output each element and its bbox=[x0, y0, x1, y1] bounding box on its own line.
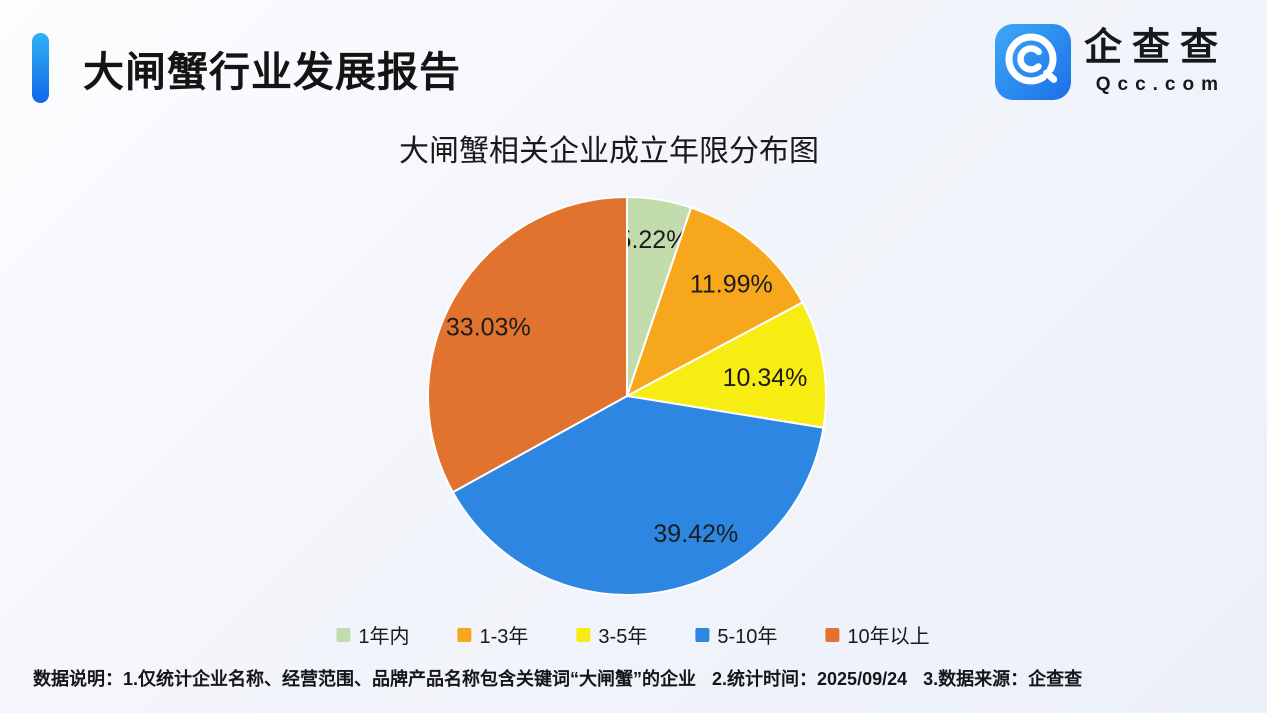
pie-slice-10年以上 bbox=[427, 196, 628, 494]
brand-logo: 企查查 Qcc.com bbox=[994, 23, 1218, 101]
footnote-note-2: 2.统计时间：2025/09/24 bbox=[712, 669, 908, 689]
brand-text: 企查查 Qcc.com bbox=[1084, 27, 1218, 97]
legend-item-10年以上: 10年以上 bbox=[825, 620, 930, 649]
legend-label: 1年内 bbox=[358, 626, 410, 648]
legend-swatch bbox=[576, 627, 591, 642]
brand-domain: Qcc.com bbox=[1095, 74, 1225, 96]
legend-swatch bbox=[825, 627, 840, 642]
pie-slice-1-3年 bbox=[626, 206, 804, 397]
pie-slice-label-5-10年: 39.42% bbox=[653, 520, 738, 548]
pie-slice-label-1-3年: 11.99% bbox=[690, 271, 773, 299]
page-title: 大闸蟹行业发展报告 bbox=[83, 49, 461, 95]
chart-legend: 1年内 1-3年 3-5年 5-10年 10年以上 bbox=[336, 620, 930, 649]
pie-slice-5-10年 bbox=[451, 395, 825, 596]
footnote-note-3: 3.数据来源：企查查 bbox=[923, 669, 1083, 689]
legend-item-1-3年: 1-3年 bbox=[457, 620, 529, 649]
legend-item-1年内: 1年内 bbox=[336, 620, 410, 649]
legend-swatch bbox=[336, 627, 351, 642]
brand-name: 企查查 bbox=[1083, 26, 1228, 69]
footnote: 数据说明：1.仅统计企业名称、经营范围、品牌产品名称包含关键词“大闸蟹”的企业 2… bbox=[33, 665, 1082, 691]
qcc-magnifier-icon bbox=[994, 24, 1071, 100]
pie-slice-label-3-5年: 10.34% bbox=[723, 364, 808, 392]
legend-item-5-10年: 5-10年 bbox=[695, 620, 777, 649]
pie-chart: 5.22% 11.99% 10.34% 39.42% 33.03% bbox=[407, 176, 847, 616]
chart-title: 大闸蟹相关企业成立年限分布图 bbox=[399, 135, 819, 168]
legend-swatch bbox=[695, 627, 710, 642]
header-accent-bar bbox=[32, 33, 49, 103]
legend-label: 3-5年 bbox=[598, 626, 648, 648]
footnote-note-1: 1.仅统计企业名称、经营范围、品牌产品名称包含关键词“大闸蟹”的企业 bbox=[123, 669, 697, 689]
legend-swatch bbox=[457, 627, 472, 642]
legend-label: 1-3年 bbox=[479, 626, 529, 648]
pie-slice-label-10年以上: 33.03% bbox=[446, 313, 531, 341]
legend-item-3-5年: 3-5年 bbox=[576, 620, 647, 649]
footnote-prefix: 数据说明： bbox=[33, 669, 123, 689]
legend-label: 10年以上 bbox=[847, 626, 930, 648]
legend-label: 5-10年 bbox=[717, 626, 778, 648]
pie-slice-3-5年 bbox=[626, 301, 827, 429]
